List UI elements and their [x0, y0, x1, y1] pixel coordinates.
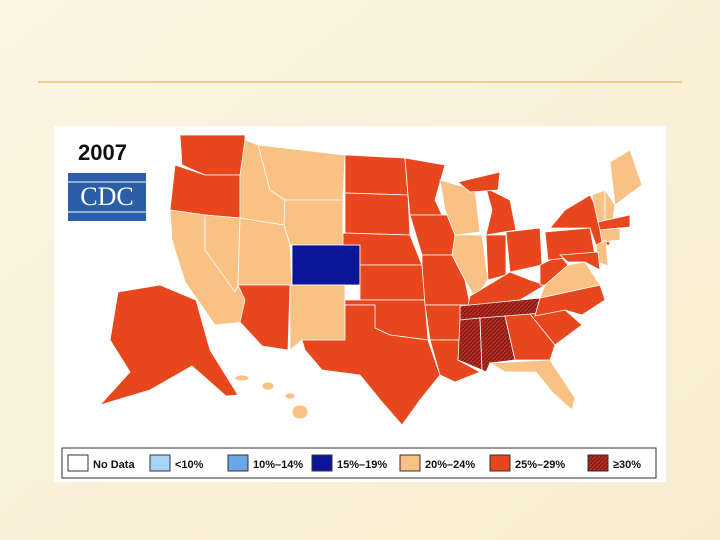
legend-label: ≥30%	[613, 459, 641, 471]
legend-label: <10%	[175, 459, 204, 471]
cdc-logo: CDC	[68, 173, 146, 227]
us-map	[98, 134, 643, 426]
legend-swatch	[227, 454, 249, 472]
year: 2007	[78, 140, 127, 165]
legend-swatch	[67, 454, 89, 472]
legend: No Data <10% 10%–14% 15%–19% 20%–24% 25%–29% ≥…	[67, 454, 641, 472]
legend-label: No Data	[93, 459, 135, 471]
logo-text: CDC	[80, 182, 133, 211]
legend-label: 20%–24%	[425, 459, 475, 471]
legend-label: 15%–19%	[337, 459, 387, 471]
legend-swatch	[399, 454, 421, 472]
legend-swatch	[489, 454, 511, 472]
legend-label: 25%–29%	[515, 459, 565, 471]
legend-label: 10%–14%	[253, 459, 303, 471]
legend-swatch	[311, 454, 333, 472]
legend-swatch	[587, 454, 609, 472]
legend-swatch	[149, 454, 171, 472]
